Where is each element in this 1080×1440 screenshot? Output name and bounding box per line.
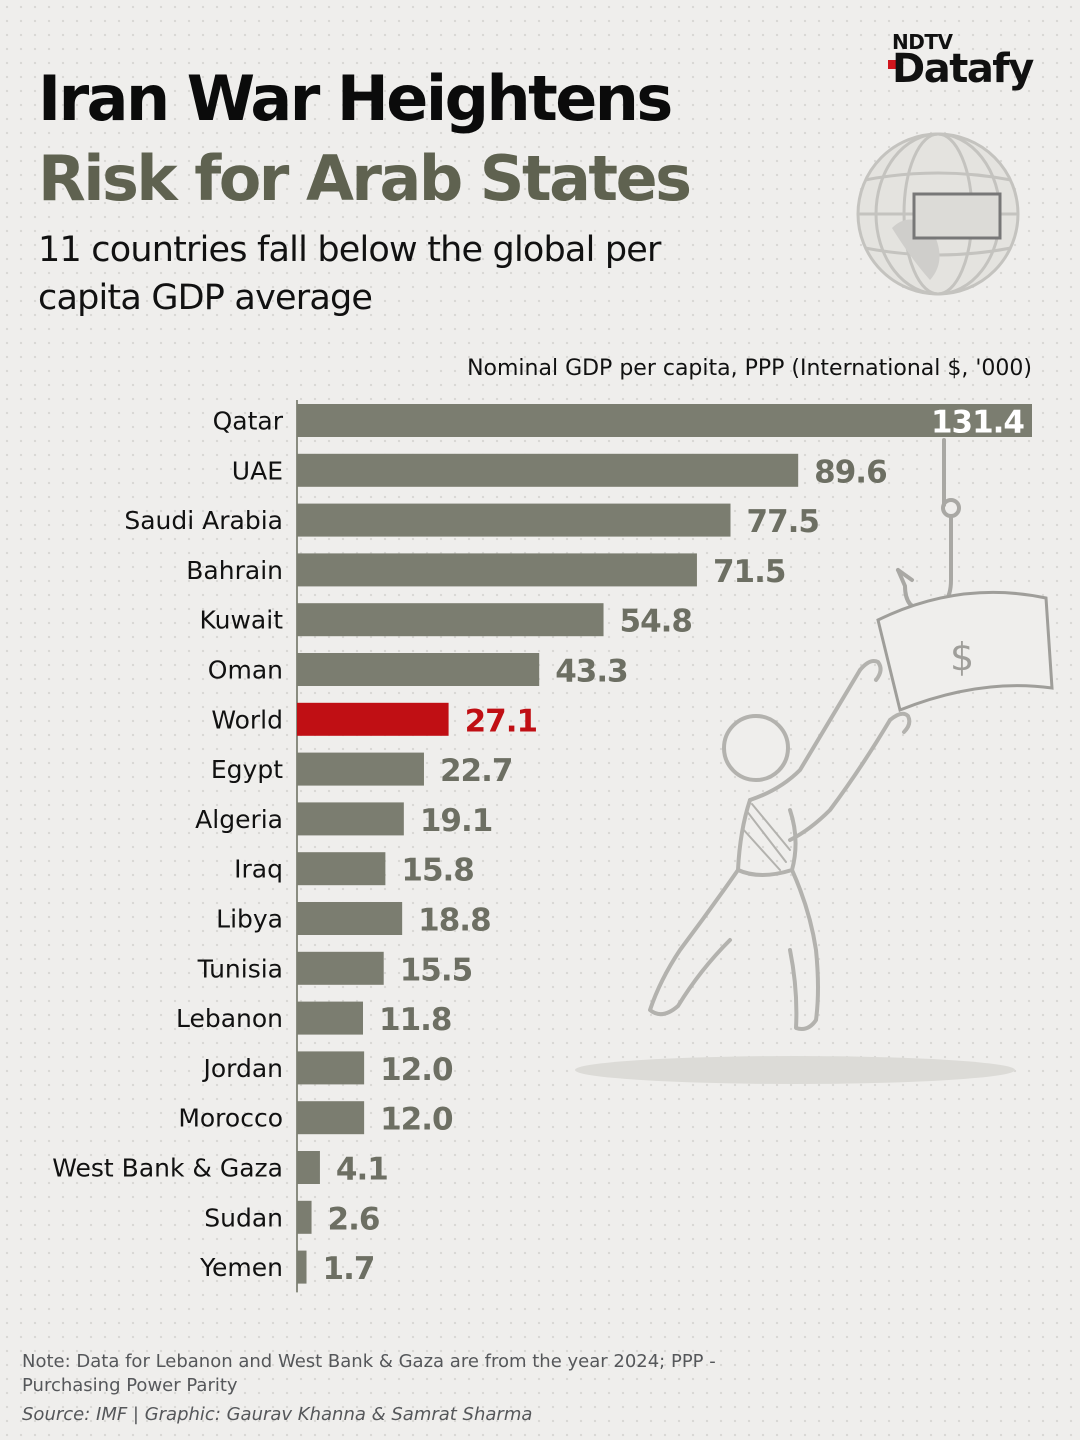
data-label: 77.5 (747, 504, 820, 540)
data-label: 131.4 (931, 405, 1024, 441)
bar-algeria (297, 802, 404, 836)
category-label: Iraq (234, 855, 283, 884)
bar-qatar (297, 404, 1032, 437)
data-label: 2.6 (328, 1201, 380, 1237)
category-label: Qatar (213, 407, 284, 436)
category-label: Libya (216, 905, 283, 934)
category-label: Oman (208, 656, 283, 685)
footnote: Note: Data for Lebanon and West Bank & G… (22, 1351, 716, 1396)
person-reaching-illustration: $ (575, 132, 1054, 1084)
bar-lebanon (297, 1001, 364, 1035)
data-label: 43.3 (555, 654, 628, 690)
title-line-1: Iran War Heightens (38, 62, 673, 135)
bar-egypt (297, 752, 424, 786)
bar-kuwait (297, 603, 604, 637)
data-label: 54.8 (620, 604, 693, 640)
bar-bahrain (297, 553, 697, 587)
svg-text:$: $ (950, 635, 974, 679)
bar-libya (297, 902, 403, 935)
category-label: Egypt (211, 755, 283, 784)
data-label: 12.0 (380, 1102, 453, 1138)
bar-yemen (297, 1250, 307, 1284)
category-label: Saudi Arabia (124, 506, 283, 535)
category-label: Algeria (195, 805, 283, 834)
data-label: 4.1 (336, 1152, 388, 1188)
bar-jordan (297, 1051, 365, 1085)
brand-bottom-text: Datafy (892, 46, 1034, 92)
bar-west-bank-gaza (297, 1151, 320, 1184)
brand-dot-icon (888, 60, 897, 69)
data-label: 1.7 (323, 1251, 375, 1287)
title-line-2: Risk for Arab States (38, 142, 692, 215)
data-label: 19.1 (420, 803, 493, 839)
data-label: 27.1 (465, 703, 538, 739)
ndtv-datafy-logo: NDTV Datafy (888, 30, 1048, 100)
category-label: UAE (232, 456, 283, 485)
bar-iraq (297, 852, 386, 886)
data-label: 22.7 (440, 753, 512, 789)
data-label: 15.5 (400, 952, 473, 988)
subtitle: 11 countries fall below the global per c… (38, 230, 661, 318)
category-label: Lebanon (176, 1004, 283, 1033)
bar-tunisia (297, 951, 384, 985)
category-label: Tunisia (197, 954, 283, 983)
category-label: West Bank & Gaza (52, 1154, 283, 1183)
bar-world (297, 702, 449, 736)
data-label: 12.0 (380, 1052, 453, 1088)
person-figure (575, 659, 1015, 1084)
data-label: 15.8 (401, 853, 474, 889)
axis-title: Nominal GDP per capita, PPP (Internation… (467, 356, 1032, 381)
bar-morocco (297, 1101, 365, 1135)
data-label: 18.8 (418, 903, 491, 939)
bar-uae (297, 453, 799, 487)
brand-top-text: NDTV (892, 30, 953, 54)
data-label: 89.6 (814, 454, 887, 490)
category-label: World (211, 705, 283, 734)
dollar-bill-icon: $ (876, 590, 1054, 713)
category-label: Morocco (178, 1104, 283, 1133)
globe-icon (856, 132, 1020, 296)
bar-oman (297, 653, 540, 686)
category-label: Yemen (199, 1253, 283, 1282)
source-credit: Source: IMF | Graphic: Gaurav Khanna & S… (22, 1404, 533, 1425)
bar-sudan (297, 1200, 312, 1234)
bar-saudi-arabia (297, 503, 731, 537)
data-label: 11.8 (379, 1002, 452, 1038)
category-label: Jordan (201, 1054, 283, 1083)
category-label: Kuwait (199, 606, 283, 635)
data-label: 71.5 (713, 554, 786, 590)
category-label: Sudan (204, 1203, 283, 1232)
category-label: Bahrain (186, 556, 283, 585)
